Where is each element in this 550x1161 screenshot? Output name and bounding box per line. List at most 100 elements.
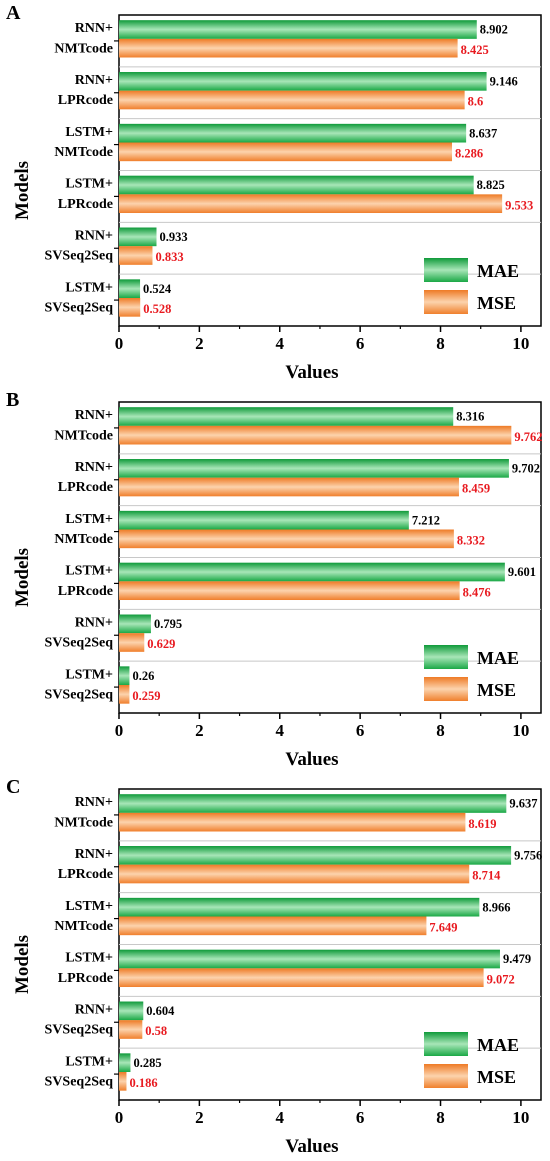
data-label-mae: 0.795 xyxy=(154,617,182,631)
x-tick-label: 8 xyxy=(436,1108,445,1127)
bar-mae xyxy=(119,666,130,686)
bar-mse xyxy=(119,529,454,549)
data-label-mse: 8.286 xyxy=(455,146,483,160)
x-tick-label: 0 xyxy=(115,721,124,740)
category-label: LSTM+ xyxy=(65,1054,113,1069)
bar-mse xyxy=(119,581,460,601)
data-label-mse: 7.649 xyxy=(429,920,457,934)
data-label-mae: 9.702 xyxy=(512,461,540,475)
x-axis-title: Values xyxy=(285,362,338,383)
x-tick-label: 6 xyxy=(356,1108,365,1127)
legend-label-mae: MAE xyxy=(477,648,519,668)
category-label: RNN+ xyxy=(75,460,113,475)
category-label: RNN+ xyxy=(75,847,113,862)
bar-mse xyxy=(119,194,503,214)
data-label-mae: 9.146 xyxy=(490,74,518,88)
bar-mse xyxy=(119,864,470,884)
bar-chart: RNN+ NMTcode 9.637 8.619 RNN+ LPRcode 9.756 8.7… xyxy=(12,788,542,1157)
category-label: RNN+ xyxy=(75,1002,113,1017)
y-axis-title: Models xyxy=(12,548,33,607)
data-label-mse: 9.072 xyxy=(487,972,515,986)
bar-mse xyxy=(119,812,466,832)
data-label-mae: 9.479 xyxy=(503,952,531,966)
category-label: LPRcode xyxy=(58,480,113,495)
category-label: LSTM+ xyxy=(65,512,113,527)
bar-mae xyxy=(119,1053,131,1073)
x-tick-label: 2 xyxy=(195,1108,204,1127)
bar-mse xyxy=(119,968,484,988)
data-label-mse: 9.762 xyxy=(514,430,542,444)
data-label-mse: 9.533 xyxy=(505,198,533,212)
data-label-mse: 8.6 xyxy=(468,95,484,109)
bar-mse xyxy=(119,916,427,936)
x-tick-label: 0 xyxy=(115,334,124,353)
bar-mse xyxy=(119,425,512,445)
bar-mse xyxy=(119,685,130,704)
x-axis-title: Values xyxy=(285,749,338,770)
category-label: NMTcode xyxy=(54,919,113,934)
data-label-mse: 0.833 xyxy=(155,250,183,264)
category-label: RNN+ xyxy=(75,795,113,810)
y-axis-title: Models xyxy=(12,935,33,994)
chart-panel-c: C RNN+ NMTcode 9.637 8.619 RNN+ LPRcode 9.756 8… xyxy=(0,774,550,1161)
category-label: RNN+ xyxy=(75,615,113,630)
bar-mae xyxy=(119,949,500,969)
bar-mae xyxy=(119,72,487,91)
category-label: SVSeq2Seq xyxy=(45,636,114,651)
bar-mae xyxy=(119,897,480,917)
category-label: RNN+ xyxy=(75,228,113,243)
category-label: SVSeq2Seq xyxy=(45,687,114,702)
panel-letter: C xyxy=(6,776,21,798)
data-label-mse: 0.259 xyxy=(132,689,160,703)
category-label: LSTM+ xyxy=(65,899,113,914)
bar-mae xyxy=(119,510,409,530)
bar-chart: RNN+ NMTcode 8.902 8.425 RNN+ LPRcode 9.146 8.6… xyxy=(12,14,542,383)
bar-chart: RNN+ NMTcode 8.316 9.762 RNN+ LPRcode 9.702 8.4… xyxy=(12,401,542,770)
legend-label-mse: MSE xyxy=(477,680,516,700)
data-label-mse: 8.619 xyxy=(468,817,496,831)
category-label: LPRcode xyxy=(58,867,113,882)
x-tick-label: 4 xyxy=(276,721,285,740)
legend-swatch-mse xyxy=(424,1064,468,1088)
bar-mse xyxy=(119,477,459,497)
x-tick-label: 4 xyxy=(276,1108,285,1127)
data-label-mse: 8.714 xyxy=(472,869,501,883)
x-tick-label: 10 xyxy=(512,334,529,353)
x-tick-label: 2 xyxy=(195,334,204,353)
legend-label-mse: MSE xyxy=(477,293,516,313)
bar-mae xyxy=(119,614,151,634)
bar-mae xyxy=(119,123,467,143)
data-label-mse: 0.629 xyxy=(147,637,175,651)
data-label-mae: 8.825 xyxy=(477,178,505,192)
legend-swatch-mse xyxy=(424,677,468,701)
data-label-mse: 8.476 xyxy=(463,585,491,599)
category-label: LSTM+ xyxy=(65,564,113,579)
bar-mae xyxy=(119,562,505,582)
category-label: LPRcode xyxy=(58,971,113,986)
category-label: SVSeq2Seq xyxy=(45,249,114,264)
x-axis-title: Values xyxy=(285,1136,338,1157)
category-label: SVSeq2Seq xyxy=(45,1023,114,1038)
data-label-mae: 9.756 xyxy=(514,848,542,862)
category-label: NMTcode xyxy=(54,145,113,160)
y-axis-title: Models xyxy=(12,161,33,220)
bar-mae xyxy=(119,20,477,39)
data-label-mse: 0.58 xyxy=(145,1024,167,1038)
category-label: NMTcode xyxy=(54,532,113,547)
x-tick-label: 10 xyxy=(512,1108,529,1127)
bar-mse xyxy=(119,633,145,652)
x-tick-label: 8 xyxy=(436,334,445,353)
data-label-mae: 0.26 xyxy=(132,669,154,683)
bar-mae xyxy=(119,794,507,813)
legend-swatch-mse xyxy=(424,290,468,314)
data-label-mse: 0.528 xyxy=(143,302,171,316)
panel-letter: B xyxy=(6,389,20,411)
bar-mae xyxy=(119,846,512,865)
bar-mse xyxy=(119,142,453,162)
bar-mse xyxy=(119,1020,143,1039)
category-label: LSTM+ xyxy=(65,125,113,140)
bar-mae xyxy=(119,227,157,247)
x-tick-label: 0 xyxy=(115,1108,124,1127)
category-label: LSTM+ xyxy=(65,951,113,966)
bar-mae xyxy=(119,175,474,195)
